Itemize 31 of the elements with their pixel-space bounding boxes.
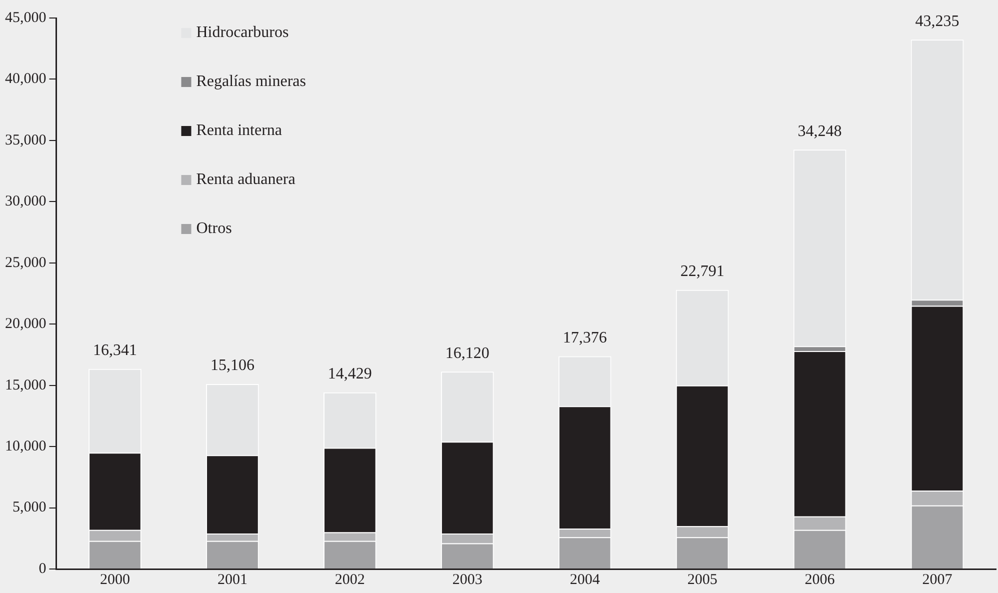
total-label: 22,791 (680, 263, 724, 280)
legend-label: Hidrocarburos (196, 24, 289, 42)
y-tick-label: 30,000 (5, 194, 46, 210)
x-tick-label: 2007 (922, 572, 953, 588)
x-tick-label: 2000 (100, 572, 130, 588)
legend-label: Regalías mineras (196, 73, 306, 90)
legend-label: Otros (196, 220, 232, 238)
total-label: 16,120 (445, 344, 490, 362)
legend-label: Renta aduanera (196, 171, 296, 188)
total-label: 15,106 (210, 357, 254, 374)
y-tick-label: 15,000 (5, 377, 46, 394)
x-tick-label: 2006 (804, 572, 836, 588)
total-label: 43,235 (915, 12, 960, 30)
x-tick-label: 2002 (334, 572, 365, 588)
total-label: 34,248 (798, 122, 842, 140)
y-tick-label: 0 (38, 560, 46, 577)
y-tick-label: 5,000 (12, 500, 46, 516)
x-tick-label: 2003 (452, 572, 482, 588)
y-tick-label: 10,000 (5, 438, 46, 454)
y-tick-label: 20,000 (5, 316, 46, 332)
x-tick-label: 2001 (217, 572, 248, 588)
total-label: 14,429 (328, 366, 372, 383)
y-tick-label: 45,000 (5, 10, 46, 26)
total-label: 16,341 (92, 342, 137, 360)
y-tick-label: 25,000 (5, 254, 46, 271)
total-label: 17,376 (562, 329, 607, 346)
x-tick-label: 2004 (570, 572, 600, 588)
y-tick-label: 35,000 (5, 132, 46, 148)
x-tick-label: 2005 (687, 572, 718, 588)
legend-label: Renta interna (196, 122, 282, 140)
y-tick-label: 40,000 (5, 71, 46, 88)
